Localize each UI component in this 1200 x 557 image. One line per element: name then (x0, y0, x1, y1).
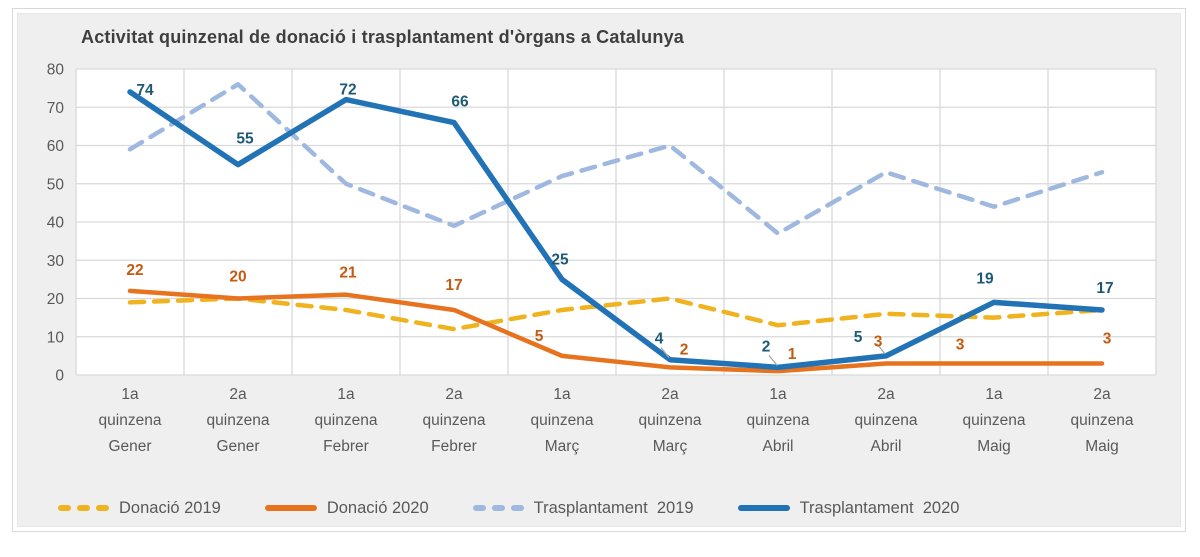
legend-item-donacio-2020: Donació 2020 (264, 498, 429, 518)
legend-item-donacio-2019: Donació 2019 (58, 499, 221, 518)
x-axis-category-label: 1a (121, 386, 139, 403)
y-axis-tick-label: 60 (47, 138, 65, 155)
y-axis-tick-label: 10 (47, 329, 65, 346)
legend-bar (737, 505, 790, 511)
x-axis-category-label: quinzena (531, 412, 594, 429)
x-axis-category-label: 1a (337, 386, 355, 403)
legend-dash (96, 505, 109, 511)
label-leader-line (660, 347, 670, 359)
data-label-donacio-2020: 2 (680, 341, 689, 358)
data-label-donacio-2020: 22 (126, 262, 143, 279)
legend-label: Donació 2019 (119, 498, 221, 517)
legend-item-trasplantament-2019: Trasplantament 2019 (472, 498, 694, 518)
legend-swatch-solid-line-icon (737, 505, 790, 511)
legend-swatch-dashed-line-icon (472, 505, 524, 511)
x-axis-category-label: 2a (445, 386, 463, 403)
x-axis-category-label: Març (653, 438, 688, 455)
y-axis-tick-label: 20 (47, 291, 65, 308)
x-axis-category-label: Febrer (431, 438, 477, 455)
x-axis-category-label: quinzena (315, 412, 378, 429)
legend-dash (491, 505, 505, 511)
data-label-trasplantament-2020: 55 (236, 131, 254, 148)
data-label-trasplantament-2020: 66 (451, 94, 469, 111)
x-axis-category-label: Abril (870, 438, 901, 455)
legend-dash (77, 505, 90, 511)
x-axis-category-label: quinzena (1071, 412, 1134, 429)
x-axis-category-label: Març (545, 438, 580, 455)
y-axis-tick-label: 0 (55, 368, 64, 385)
x-axis-category-label: 1a (985, 386, 1003, 403)
x-axis-category-label: 2a (661, 386, 679, 403)
data-label-trasplantament-2020: 74 (136, 82, 154, 99)
data-label-trasplantament-2020: 5 (854, 329, 863, 346)
series-line-trasplantament-2020 (127, 89, 1105, 371)
legend-dash (58, 505, 71, 511)
x-axis-category-label: quinzena (207, 412, 270, 429)
label-leader-line (768, 354, 778, 366)
legend-label: Donació 2020 (326, 498, 429, 517)
data-label-donacio-2020: 20 (229, 269, 246, 286)
x-axis-category-label: Febrer (323, 438, 369, 455)
series-line-donacio-2020 (127, 288, 1105, 374)
x-axis-category-label: quinzena (639, 412, 702, 429)
x-axis-category-label: 2a (229, 386, 247, 403)
x-axis-category-label: quinzena (747, 412, 810, 429)
y-axis-tick-label: 40 (47, 215, 65, 232)
data-label-donacio-2020: 3 (1103, 331, 1112, 348)
x-axis-category-label: Gener (216, 438, 259, 455)
data-label-donacio-2020: 5 (535, 328, 544, 345)
x-axis-category-label: Abril (762, 438, 793, 455)
y-axis-tick-label: 80 (47, 62, 65, 79)
chart-panel: Activitat quinzenal de donació i traspla… (17, 13, 1181, 527)
chart-title: Activitat quinzenal de donació i traspla… (81, 27, 684, 47)
data-label-donacio-2020: 21 (339, 265, 357, 282)
y-axis-tick-label: 70 (47, 100, 65, 117)
x-axis-category-label: 1a (553, 386, 571, 403)
x-axis-category-label: 1a (769, 386, 787, 403)
data-label-donacio-2020: 1 (788, 346, 797, 363)
legend-dash (510, 505, 524, 511)
legend-label: Trasplantament 2019 (533, 498, 694, 517)
data-label-donacio-2020: 17 (445, 277, 462, 294)
x-axis-category-label: 2a (1093, 386, 1111, 403)
x-axis-category-label: quinzena (855, 412, 918, 429)
x-axis-category-label: quinzena (963, 412, 1026, 429)
data-label-trasplantament-2020: 4 (655, 331, 664, 348)
y-axis-tick-label: 30 (47, 253, 65, 270)
chart-frame: Activitat quinzenal de donació i traspla… (12, 8, 1186, 532)
data-label-trasplantament-2020: 72 (339, 82, 356, 99)
x-axis-category-label: Maig (977, 438, 1011, 455)
label-leader-line (876, 343, 886, 355)
line-chart: 0 10 20 30 40 50 60 70 80 1a quinzena Gener 2a quinze… (47, 62, 1157, 455)
x-axis-category-label: quinzena (99, 412, 162, 429)
legend-swatch-solid-line-icon (264, 505, 317, 511)
legend-item-trasplantament-2020: Trasplantament 2020 (737, 498, 960, 518)
chart-legend: Donació 2019 Donació 2020 Trasplantament… (58, 496, 959, 520)
y-axis-tick-label: 50 (47, 176, 65, 193)
data-label-donacio-2020: 3 (874, 334, 883, 351)
legend-label: Trasplantament 2020 (799, 498, 960, 517)
data-label-donacio-2020: 3 (956, 337, 965, 354)
legend-dash (472, 505, 486, 511)
legend-swatch-dashed-line-icon (58, 505, 109, 511)
data-label-trasplantament-2020: 2 (762, 338, 771, 355)
x-axis-category-label: 2a (877, 386, 895, 403)
data-label-trasplantament-2020: 17 (1096, 280, 1113, 297)
x-axis-category-label: Maig (1085, 438, 1119, 455)
series-line-donacio-2019 (127, 296, 1105, 332)
data-label-trasplantament-2020: 19 (976, 270, 994, 287)
data-label-trasplantament-2020: 25 (551, 251, 569, 268)
x-axis-category-label: Gener (108, 438, 151, 455)
legend-bar (264, 505, 317, 511)
x-axis-category-label: quinzena (423, 412, 486, 429)
